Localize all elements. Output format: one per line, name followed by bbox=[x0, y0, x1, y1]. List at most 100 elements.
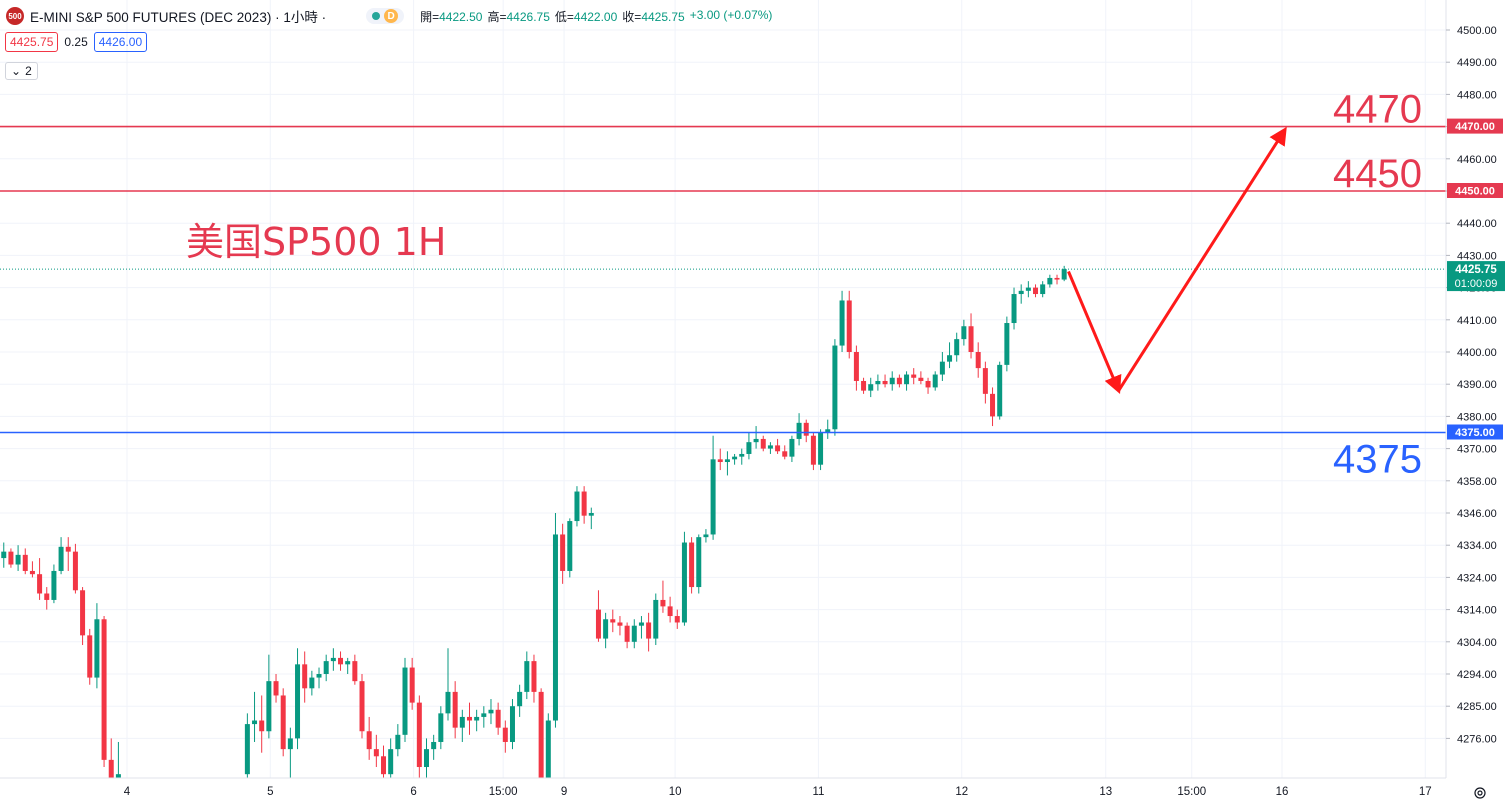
candle-body bbox=[689, 542, 695, 588]
candle bbox=[746, 432, 752, 460]
indicators-toggle[interactable]: ⌄ 2 bbox=[5, 62, 38, 80]
candle bbox=[775, 438, 781, 454]
candle-body bbox=[746, 442, 752, 454]
ohlc-item: 低=4422.00 bbox=[555, 8, 617, 25]
candle bbox=[72, 543, 78, 594]
candle-body bbox=[438, 713, 444, 742]
candle bbox=[302, 651, 308, 703]
candle-body bbox=[545, 720, 551, 782]
candle-body bbox=[273, 681, 279, 696]
candle bbox=[509, 699, 515, 750]
forecast-arrow[interactable] bbox=[1117, 126, 1287, 392]
ohlc-value: 4426.75 bbox=[506, 9, 550, 24]
candle bbox=[502, 720, 508, 753]
candle-body bbox=[395, 734, 401, 750]
candle bbox=[803, 419, 809, 443]
candle bbox=[861, 377, 867, 394]
settings-icon[interactable] bbox=[1470, 783, 1490, 803]
candle-body bbox=[409, 667, 415, 703]
candle-body bbox=[911, 374, 917, 378]
candle-body bbox=[954, 339, 960, 356]
candle bbox=[1040, 281, 1046, 298]
candle-body bbox=[889, 377, 895, 385]
candle-body bbox=[330, 657, 336, 662]
time-axis[interactable]: 4 5 6 15:00 9 10 11 12 13 15:00 16 17 bbox=[0, 777, 1446, 805]
candle bbox=[1025, 281, 1031, 298]
candle bbox=[896, 374, 902, 388]
forecast-arrows bbox=[1067, 126, 1287, 394]
candle bbox=[560, 523, 566, 584]
candle-body bbox=[1025, 287, 1031, 291]
candle-body bbox=[323, 661, 329, 674]
candle-body bbox=[266, 681, 272, 732]
candle bbox=[452, 681, 458, 739]
time-tick-label: 6 bbox=[410, 786, 416, 798]
candle bbox=[359, 674, 365, 739]
candle-body bbox=[646, 622, 652, 639]
indicator-count: 2 bbox=[25, 64, 32, 78]
candle bbox=[1011, 287, 1017, 330]
bid-price[interactable]: 4425.75 bbox=[5, 32, 59, 52]
candle bbox=[939, 352, 945, 381]
candle-body bbox=[509, 706, 515, 742]
candle-body bbox=[997, 364, 1003, 417]
price-levels: 4470 4470.00 4450 4450.00 4375 4375.00 4425.75… bbox=[0, 88, 1505, 482]
ask-price[interactable]: 4426.00 bbox=[93, 32, 148, 52]
candle-body bbox=[567, 521, 573, 571]
candle bbox=[638, 616, 644, 639]
candle-body bbox=[108, 759, 114, 789]
candle-body bbox=[1004, 323, 1010, 365]
candle bbox=[610, 609, 616, 633]
candle-body bbox=[753, 438, 759, 443]
candle bbox=[581, 486, 587, 524]
candle-body bbox=[703, 534, 709, 538]
candle-body bbox=[531, 661, 537, 692]
candle-body bbox=[366, 731, 372, 750]
candle-body bbox=[832, 345, 838, 430]
candle-body bbox=[846, 300, 852, 352]
candle bbox=[595, 590, 601, 642]
candle-body bbox=[667, 606, 673, 617]
candle-body bbox=[338, 657, 344, 665]
candle-body bbox=[1033, 287, 1039, 295]
market-status[interactable]: D bbox=[366, 8, 405, 24]
candle-body bbox=[1047, 277, 1053, 285]
time-tick-label: 15:00 bbox=[1177, 786, 1206, 798]
time-tick-label: 12 bbox=[955, 786, 968, 798]
candle-body bbox=[939, 361, 945, 375]
candle-body bbox=[732, 456, 738, 460]
candle-body bbox=[8, 551, 14, 565]
candle bbox=[624, 622, 630, 649]
price-tick-label: 4294.00 bbox=[1457, 669, 1497, 681]
price-tick-label: 4390.00 bbox=[1457, 379, 1497, 391]
price-tick-label: 4358.00 bbox=[1457, 476, 1497, 488]
price-tick-label: 4440.00 bbox=[1457, 218, 1497, 230]
candle bbox=[273, 674, 279, 703]
candle-body bbox=[445, 691, 451, 714]
candle-body bbox=[538, 691, 544, 782]
candle-body bbox=[681, 542, 687, 623]
candle-body bbox=[80, 590, 86, 636]
candle bbox=[681, 531, 687, 626]
candle-body bbox=[431, 741, 437, 750]
candle-body bbox=[818, 432, 824, 465]
candle bbox=[696, 534, 702, 594]
candle bbox=[466, 702, 472, 735]
candle bbox=[825, 419, 831, 439]
candle bbox=[330, 648, 336, 671]
symbol-title[interactable]: E-MINI S&P 500 FUTURES (DEC 2023) · 1小時 … bbox=[30, 10, 327, 25]
candle-body bbox=[904, 374, 910, 385]
candle-body bbox=[947, 355, 953, 362]
time-tick-label: 4 bbox=[124, 786, 131, 798]
price-axis[interactable]: 4500.00 4490.00 4480.00 4470.00 4460.00 4450.… bbox=[1445, 0, 1510, 805]
last-price-tag bbox=[1447, 261, 1505, 292]
candle bbox=[868, 377, 874, 398]
candle-body bbox=[789, 438, 795, 457]
candle bbox=[710, 435, 716, 540]
forecast-arrow[interactable] bbox=[1067, 270, 1122, 394]
price-tick-label: 4304.00 bbox=[1457, 637, 1497, 649]
candle bbox=[810, 432, 816, 471]
candle bbox=[1, 542, 7, 568]
candle-body bbox=[502, 727, 508, 742]
